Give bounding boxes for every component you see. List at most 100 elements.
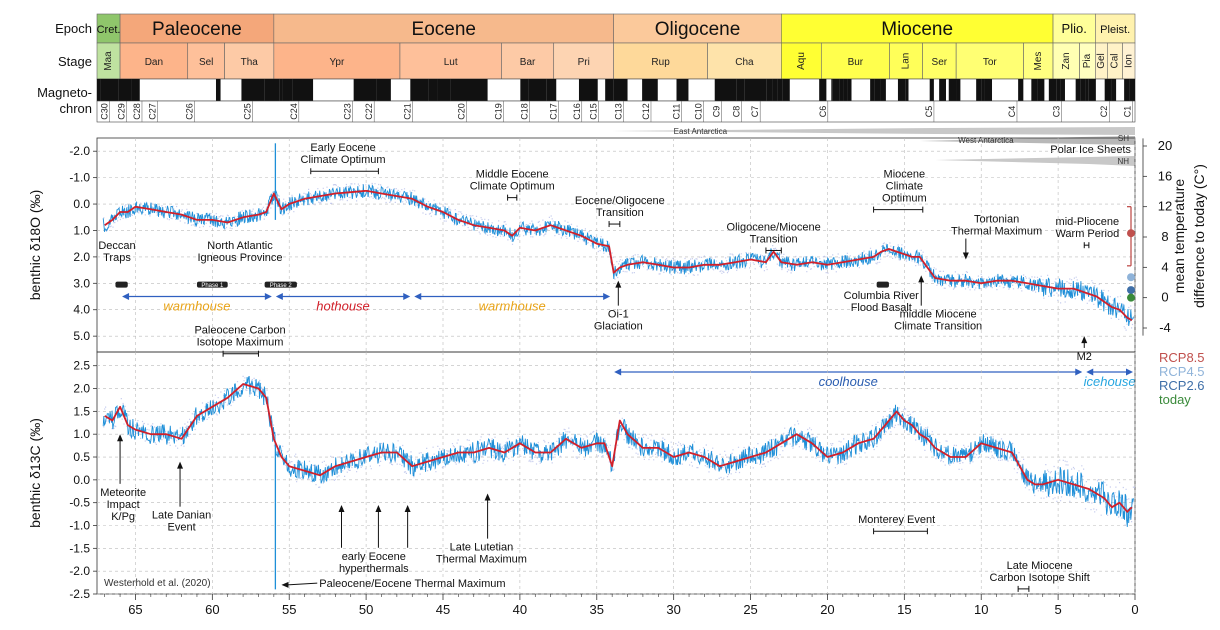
chron-label: C8 [732, 106, 742, 118]
polarity-bar [118, 79, 132, 101]
annotation-arrow [287, 582, 318, 586]
annotation-label: Oligocene/Miocene Transition [727, 221, 821, 245]
y-tick-label: -0.5 [69, 496, 90, 510]
annotation-label: Paleocene/Eocene Thermal Maximum [319, 578, 505, 590]
arrow-head [1075, 368, 1083, 376]
temperature-tick-label: 16 [1158, 168, 1172, 183]
annotation-line: Monterey Event [858, 514, 935, 526]
annotation-line: Late Danian [152, 510, 211, 522]
y-tick-label: -2.0 [69, 564, 90, 578]
annotation-label: mid-Pliocene Warm Period [1055, 216, 1119, 240]
polarity-bar [578, 79, 598, 101]
polarity-bar [353, 79, 377, 101]
chron-label: C23 [343, 103, 353, 120]
temperature-marker [1127, 286, 1135, 295]
magnetochron-row-label-2: chron [59, 101, 92, 116]
lip-bar [876, 281, 889, 288]
chron-label: C27 [147, 103, 157, 120]
polarity-bar [1060, 79, 1065, 101]
chron-label: C12 [641, 103, 651, 120]
stage-label: Mes [1033, 52, 1044, 71]
polarity-bar [279, 79, 283, 101]
chron-label: C22 [364, 103, 374, 120]
chron-label: C17 [549, 103, 559, 120]
y-tick-label: 2.0 [73, 250, 90, 264]
climate-state-label: warmhouse [163, 299, 230, 314]
annotation-label: Tortonian Thermal Maximum [951, 214, 1042, 238]
ice-label-sh: SH [1118, 134, 1129, 143]
polarity-bar [1124, 79, 1130, 101]
annotation-label: Oi-1 Glaciation [594, 309, 643, 333]
annotation-label: Paleocene Carbon Isotope Maximum [194, 325, 285, 349]
stage-label: Pri [578, 57, 590, 68]
annotation-label: M2 [1077, 351, 1092, 363]
chron-label: C15 [589, 103, 599, 120]
annotation-label: Late Lutetian Thermal Maximum [436, 542, 527, 566]
stage-box [501, 42, 555, 80]
polarity-bar [605, 79, 614, 101]
arrow-head [117, 434, 124, 442]
annotation-label: Eocene/Oligocene Transition [575, 195, 665, 219]
polarity-bar [1037, 79, 1045, 101]
y-tick-label: 3.0 [73, 276, 90, 290]
ice-label-nh: NH [1117, 157, 1129, 166]
polarity-bar [929, 79, 934, 101]
arrow-head [615, 280, 622, 288]
stage-box [889, 42, 923, 80]
chron-label: C9 [712, 106, 722, 118]
stage-row-label: Stage [58, 54, 92, 69]
polarity-bar [714, 79, 737, 101]
annotation-line: Transition [596, 207, 644, 219]
annotation-line: Glaciation [594, 321, 643, 333]
temperature-tick-label: 4 [1161, 259, 1168, 274]
polarity-bar [984, 79, 993, 101]
x-tick-label: 30 [666, 602, 680, 617]
annotation-line: Oi-1 [608, 309, 629, 321]
annotation-label: Columbia River Flood Basalt [844, 290, 920, 314]
epoch-box [781, 13, 1054, 44]
stage-label: Cal [1110, 53, 1121, 68]
ice-label-east: East Antarctica [674, 127, 728, 136]
polarity-bar [782, 79, 790, 101]
polarity-bar [282, 79, 293, 101]
smoothed-curve [104, 383, 1133, 513]
polarity-bar [766, 79, 773, 101]
annotation-line: Miocene [884, 169, 926, 181]
annotation-line: Eocene/Oligocene [575, 195, 665, 207]
annotation-label: Late Danian Event [152, 510, 211, 534]
lip-bar [264, 281, 297, 288]
epoch-box [119, 13, 275, 44]
polarity-bar [832, 79, 836, 101]
polarity-bar [241, 79, 265, 101]
polarity-bar [1088, 79, 1096, 101]
polarity-bar [1104, 79, 1112, 101]
east-antarctica-band [612, 127, 1135, 135]
temperature-tick-label: -4 [1159, 320, 1171, 335]
annotation-label: North Atlantic Igneous Province [198, 240, 283, 264]
polarity-bar [613, 79, 628, 101]
annotation-line: Middle Eocene [476, 169, 549, 181]
polarity-bar [1018, 79, 1024, 101]
lip-bar [115, 281, 128, 288]
polarity-bar [1075, 79, 1081, 101]
north-hemisphere-band [935, 156, 1135, 166]
annotation-line: Climate [886, 181, 923, 193]
epoch-label: Oligocene [655, 19, 741, 40]
annotation-line: Igneous Province [198, 252, 283, 264]
polarity-bar [835, 79, 840, 101]
arrow-head [603, 293, 611, 301]
annotation-line: Traps [103, 252, 131, 264]
polarity-bar [956, 79, 961, 101]
stage-box [553, 42, 614, 80]
carbon-isotope-panel: 2.5 2.0 1.5 1.0 0.5 0.0 -0.5 -1.0 -1.5 -2.0 -2.5 be… [27, 325, 1136, 601]
annotation-label: Miocene Climate Optimum [882, 169, 927, 205]
polarity-bar [939, 79, 946, 101]
polarity-bar [131, 79, 140, 101]
stage-label: Zan [1061, 52, 1072, 69]
temperature-axis: 20 16 12 8 4 0 -4 mean temperature difference to… [1127, 138, 1207, 407]
polarity-bar [292, 79, 314, 101]
stage-label: Sel [199, 57, 213, 68]
epoch-label: Pleist. [1100, 24, 1130, 36]
annotation-line: middle Miocene [900, 309, 977, 321]
